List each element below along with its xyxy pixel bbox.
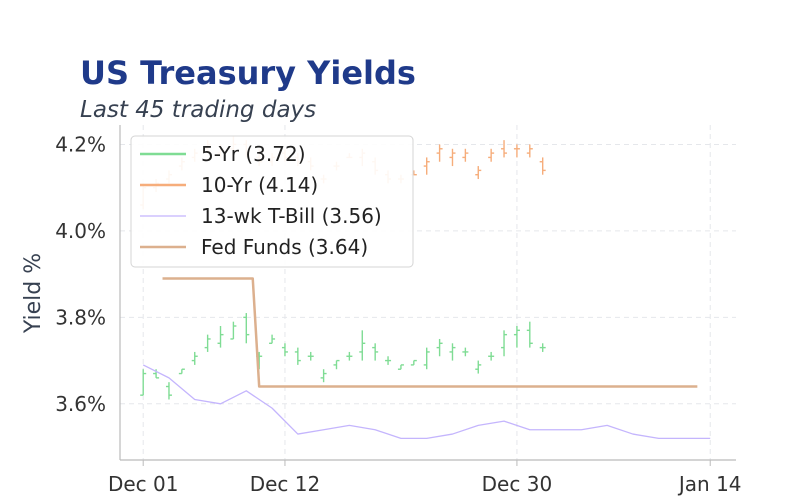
series-line xyxy=(162,277,698,388)
legend-box xyxy=(130,135,414,268)
series-line xyxy=(142,364,711,440)
chart-subtitle: Last 45 trading days xyxy=(80,97,317,123)
x-tick-label: Jan 14 xyxy=(677,472,742,496)
legend-label: 5-Yr (3.72) xyxy=(201,142,306,166)
y-tick-label: 3.6% xyxy=(55,392,106,416)
legend-label: Fed Funds (3.64) xyxy=(201,235,368,259)
legend-label: 10-Yr (4.14) xyxy=(201,173,318,197)
chart-title: US Treasury Yields xyxy=(80,54,416,92)
y-tick-label: 4.2% xyxy=(55,132,106,156)
y-axis-label: Yield % xyxy=(21,253,46,334)
x-tick-label: Dec 30 xyxy=(482,472,553,496)
axes: 3.6% 3.8% 4.0% 4.2% Dec 01 Dec 12 Dec 30 Jan 14 xyxy=(55,125,742,496)
series-fed xyxy=(162,277,698,388)
y-tick-label: 3.8% xyxy=(55,305,106,329)
legend-label: 13-wk T-Bill (3.56) xyxy=(201,204,382,228)
x-tick-label: Dec 12 xyxy=(250,472,321,496)
y-tick-label: 4.0% xyxy=(55,219,106,243)
series-5-yr xyxy=(140,313,546,400)
legend: 5-Yr (3.72) 10-Yr (4.14) 13-wk T-Bill (3.5… xyxy=(130,135,414,268)
x-tick-label: Dec 01 xyxy=(108,472,179,496)
series-13-wk xyxy=(142,364,711,440)
